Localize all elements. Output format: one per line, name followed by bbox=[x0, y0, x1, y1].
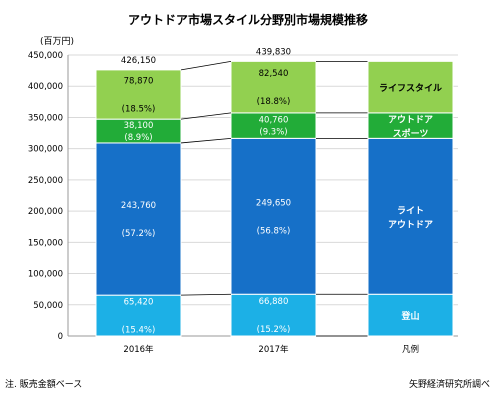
data-label-value: 78,870 bbox=[124, 77, 154, 87]
legend-title: 凡例 bbox=[402, 344, 419, 355]
bar-segment bbox=[230, 60, 317, 114]
data-label-value: 38,100 bbox=[124, 121, 154, 131]
data-label-percent: (8.9%) bbox=[124, 133, 152, 143]
data-label-percent: (15.4%) bbox=[122, 326, 156, 336]
y-tick-label: 300,000 bbox=[28, 145, 63, 155]
connector-line bbox=[180, 293, 232, 296]
y-tick-label: 250,000 bbox=[28, 176, 63, 186]
legend-label: 登山 bbox=[400, 310, 419, 322]
bar-segment bbox=[95, 69, 182, 120]
y-tick-label: 400,000 bbox=[28, 82, 63, 92]
footer-source: 矢野経済研究所調べ bbox=[409, 378, 490, 390]
legend-label: アウトドア bbox=[388, 115, 433, 126]
data-label-value: 82,540 bbox=[259, 69, 289, 79]
bar-segment bbox=[95, 294, 182, 337]
legend-swatch bbox=[367, 137, 454, 295]
legend-swatch bbox=[367, 60, 454, 114]
y-tick-label: 150,000 bbox=[28, 238, 63, 248]
y-tick-label: 200,000 bbox=[28, 207, 63, 217]
connector-line bbox=[180, 60, 232, 71]
data-label-value: 66,880 bbox=[259, 297, 289, 307]
legend-swatch bbox=[367, 112, 454, 139]
data-label-percent: (56.8%) bbox=[257, 226, 291, 236]
total-label: 426,150 bbox=[121, 56, 156, 66]
y-tick-label: 50,000 bbox=[33, 301, 63, 311]
data-label-percent: (18.5%) bbox=[122, 105, 156, 115]
bar-segment bbox=[95, 142, 182, 296]
chart-title: アウトドア市場スタイル分野別市場規模推移 bbox=[128, 12, 368, 27]
data-label-value: 65,420 bbox=[124, 298, 154, 308]
data-label-value: 243,760 bbox=[121, 201, 156, 211]
connector-line bbox=[180, 112, 232, 120]
bar-segment bbox=[230, 137, 317, 295]
y-tick-label: 450,000 bbox=[28, 51, 63, 61]
connector-line bbox=[180, 137, 232, 144]
bar-segment bbox=[230, 112, 317, 139]
footer-note: 注. 販売金額ベース bbox=[5, 378, 82, 390]
data-label-value: 249,650 bbox=[256, 198, 291, 208]
legend-label: ライフスタイル bbox=[379, 82, 442, 94]
x-tick-label: 2017年 bbox=[258, 344, 289, 355]
y-tick-label: 0 bbox=[58, 332, 63, 342]
total-label: 439,830 bbox=[256, 47, 291, 57]
data-label-percent: (57.2%) bbox=[122, 229, 156, 239]
x-tick-label: 2016年 bbox=[123, 344, 154, 355]
y-tick-label: 100,000 bbox=[28, 270, 63, 280]
data-label-value: 40,760 bbox=[259, 116, 289, 126]
data-label-percent: (9.3%) bbox=[259, 128, 287, 138]
y-unit-label: (百万円) bbox=[40, 36, 74, 47]
data-label-percent: (18.8%) bbox=[257, 97, 291, 107]
legend-label: ライト bbox=[397, 205, 424, 216]
legend-label: スポーツ bbox=[393, 128, 429, 140]
legend-label: アウトドア bbox=[388, 219, 433, 230]
y-tick-label: 350,000 bbox=[28, 113, 63, 123]
legend-swatch bbox=[367, 293, 454, 337]
bar-segment bbox=[230, 293, 317, 337]
data-label-percent: (15.2%) bbox=[257, 325, 291, 335]
